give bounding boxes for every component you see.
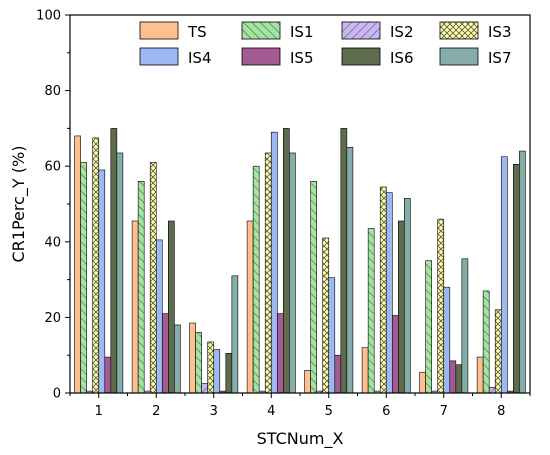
bar-is4-3 bbox=[213, 349, 221, 394]
x-tick-label: 7 bbox=[440, 404, 448, 419]
legend-label-is3: IS3 bbox=[488, 23, 512, 41]
bar-is3-7 bbox=[437, 218, 445, 394]
bars-layer bbox=[74, 128, 526, 394]
bar-ts-1 bbox=[74, 135, 81, 394]
legend-swatch-is2 bbox=[341, 21, 381, 40]
bar-is3-1 bbox=[92, 137, 100, 394]
bar-ts-7 bbox=[419, 371, 426, 394]
bar-ts-5 bbox=[304, 370, 311, 394]
bar-is3-2 bbox=[149, 162, 157, 394]
bar-ts-2 bbox=[131, 220, 139, 394]
y-tick-label: 100 bbox=[36, 9, 61, 24]
bar-is6-3 bbox=[225, 353, 233, 394]
bar-is6-1 bbox=[110, 128, 118, 394]
bar-is5-7 bbox=[449, 360, 457, 394]
bar-is7-5 bbox=[346, 147, 354, 394]
bar-is3-6 bbox=[379, 186, 387, 394]
legend-swatch-is3 bbox=[439, 21, 479, 40]
x-tick-label: 8 bbox=[497, 404, 505, 419]
bar-is4-6 bbox=[385, 192, 393, 394]
bar-is5-5 bbox=[334, 354, 342, 394]
bar-is3-8 bbox=[494, 309, 502, 394]
y-tick-label: 0 bbox=[53, 387, 61, 402]
x-tick-label: 2 bbox=[152, 404, 160, 419]
bar-is7-3 bbox=[231, 275, 239, 394]
bar-is3-3 bbox=[207, 341, 215, 394]
legend: TS IS1 IS2 IS3 IS4 IS5 IS6 IS7 bbox=[139, 21, 512, 67]
bar-ts-8 bbox=[476, 356, 484, 394]
legend-swatch-is4 bbox=[139, 47, 179, 66]
bar-is1-3 bbox=[195, 332, 202, 394]
bar-is2-3 bbox=[201, 383, 209, 394]
bar-is7-4 bbox=[289, 152, 296, 394]
bar-ts-6 bbox=[361, 347, 369, 394]
bar-is1-8 bbox=[482, 290, 490, 394]
bar-is5-4 bbox=[276, 313, 284, 394]
legend-swatch-ts bbox=[139, 21, 179, 40]
x-tick-label: 1 bbox=[95, 404, 103, 419]
legend-swatch-is1 bbox=[241, 21, 281, 40]
legend-label-is6: IS6 bbox=[390, 49, 414, 67]
y-tick-label: 80 bbox=[44, 84, 61, 99]
x-tick-label: 3 bbox=[210, 404, 218, 419]
bar-is6-6 bbox=[398, 220, 405, 394]
legend-label-is2: IS2 bbox=[390, 23, 414, 41]
bar-is1-4 bbox=[252, 165, 260, 394]
legend-label-is7: IS7 bbox=[488, 49, 512, 67]
bar-is4-7 bbox=[443, 286, 451, 394]
bar-is3-5 bbox=[322, 237, 330, 394]
x-tick-label: 5 bbox=[325, 404, 333, 419]
bar-is1-1 bbox=[80, 162, 87, 394]
bar-is4-2 bbox=[155, 239, 163, 394]
legend-swatch-is7 bbox=[439, 47, 479, 66]
bar-is4-1 bbox=[98, 169, 106, 394]
y-tick-label: 40 bbox=[44, 235, 61, 250]
x-axis-label: STCNum_X bbox=[257, 429, 344, 449]
bar-is6-2 bbox=[168, 220, 175, 394]
legend-label-is1: IS1 bbox=[290, 23, 314, 41]
bar-is7-7 bbox=[461, 258, 469, 394]
bar-is1-5 bbox=[310, 181, 317, 394]
bar-is4-5 bbox=[328, 277, 336, 394]
bar-is7-6 bbox=[404, 198, 411, 394]
y-axis-label: CR1Perc_Y (%) bbox=[9, 146, 29, 263]
x-tick-label: 6 bbox=[382, 404, 390, 419]
bar-is5-2 bbox=[161, 313, 169, 394]
bar-is7-2 bbox=[174, 324, 181, 394]
legend-label-is4: IS4 bbox=[188, 49, 212, 67]
y-tick-label: 20 bbox=[44, 311, 61, 326]
legend-label-is5: IS5 bbox=[290, 49, 314, 67]
legend-swatch-is5 bbox=[241, 47, 281, 66]
bar-ts-4 bbox=[246, 220, 254, 394]
bar-is6-5 bbox=[340, 128, 348, 394]
bar-is1-2 bbox=[137, 181, 145, 394]
bar-is6-7 bbox=[455, 364, 463, 394]
bar-is5-6 bbox=[391, 315, 399, 394]
bar-is3-4 bbox=[264, 152, 272, 394]
ticks-layer: 0 20 40 60 80 100 1 2 3 4 5 6 7 8 bbox=[36, 9, 531, 419]
bar-ts-3 bbox=[189, 322, 196, 394]
bar-is7-8 bbox=[519, 150, 526, 394]
bar-is5-1 bbox=[104, 356, 112, 394]
bar-is6-8 bbox=[513, 164, 520, 394]
bar-is1-6 bbox=[367, 228, 375, 394]
bar-is6-4 bbox=[283, 128, 290, 394]
x-tick-label: 4 bbox=[267, 404, 275, 419]
y-tick-label: 60 bbox=[44, 160, 61, 175]
bar-is1-7 bbox=[425, 260, 432, 394]
bar-is4-4 bbox=[270, 131, 278, 394]
legend-label-ts: TS bbox=[187, 23, 207, 41]
bar-is2-8 bbox=[488, 387, 496, 394]
bar-is4-8 bbox=[500, 156, 508, 394]
legend-swatch-is6 bbox=[341, 47, 381, 66]
bar-is7-1 bbox=[116, 152, 124, 394]
